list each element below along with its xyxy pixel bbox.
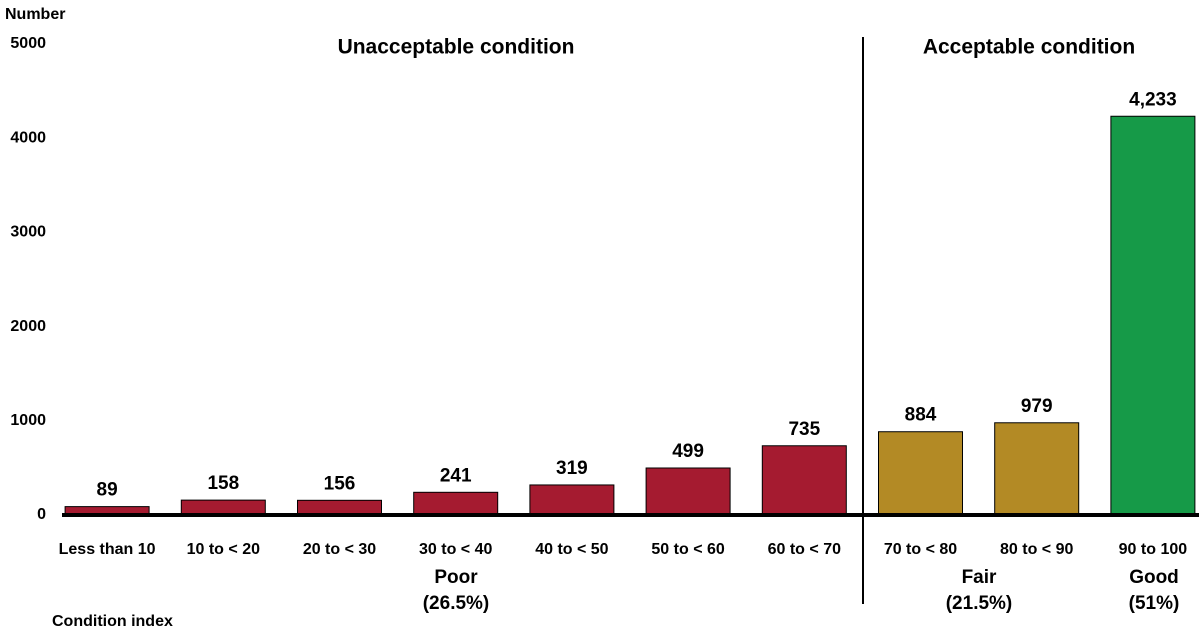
value-label: 89 xyxy=(97,480,118,501)
x-tick-label: 40 to < 50 xyxy=(535,541,608,558)
group-label: Good xyxy=(1129,567,1179,588)
bar xyxy=(761,445,847,516)
section-title: Acceptable condition xyxy=(923,36,1135,59)
bar xyxy=(529,484,615,516)
x-tick-label: 80 to < 90 xyxy=(1000,541,1073,558)
x-axis-title: Condition index xyxy=(52,613,173,630)
group-label: Fair xyxy=(962,567,997,588)
value-label: 156 xyxy=(324,473,356,494)
x-tick-label: 60 to < 70 xyxy=(768,541,841,558)
bar xyxy=(180,499,266,516)
x-tick-label: 30 to < 40 xyxy=(419,541,492,558)
group-share: (21.5%) xyxy=(946,593,1013,614)
bar xyxy=(994,422,1080,516)
value-label: 499 xyxy=(672,441,704,462)
x-tick-label: 50 to < 60 xyxy=(651,541,724,558)
y-tick-label: 2000 xyxy=(10,318,46,335)
bar xyxy=(878,431,963,516)
bar xyxy=(1110,115,1196,516)
x-tick-label: 90 to 100 xyxy=(1119,541,1188,558)
value-label: 241 xyxy=(440,465,472,486)
group-share: (51%) xyxy=(1129,593,1180,614)
value-label: 319 xyxy=(556,458,588,479)
value-label: 4,233 xyxy=(1129,89,1177,110)
group-share: (26.5%) xyxy=(423,593,490,614)
x-tick-label: Less than 10 xyxy=(59,541,156,558)
group-label: Poor xyxy=(434,567,478,588)
section-title: Unacceptable condition xyxy=(338,36,575,59)
y-tick-label: 1000 xyxy=(10,412,46,429)
bar xyxy=(645,467,731,516)
value-label: 979 xyxy=(1021,396,1053,417)
value-label: 158 xyxy=(207,473,239,494)
y-axis-title: Number xyxy=(5,6,65,23)
bar xyxy=(297,499,382,516)
x-tick-label: 20 to < 30 xyxy=(303,541,376,558)
value-label: 735 xyxy=(788,419,820,440)
x-tick-label: 70 to < 80 xyxy=(884,541,957,558)
y-tick-label: 4000 xyxy=(10,129,46,146)
bar xyxy=(413,491,499,516)
y-tick-label: 0 xyxy=(37,506,46,523)
value-label: 884 xyxy=(905,405,937,426)
y-tick-label: 3000 xyxy=(10,224,46,241)
x-tick-label: 10 to < 20 xyxy=(187,541,260,558)
y-tick-label: 5000 xyxy=(10,35,46,52)
